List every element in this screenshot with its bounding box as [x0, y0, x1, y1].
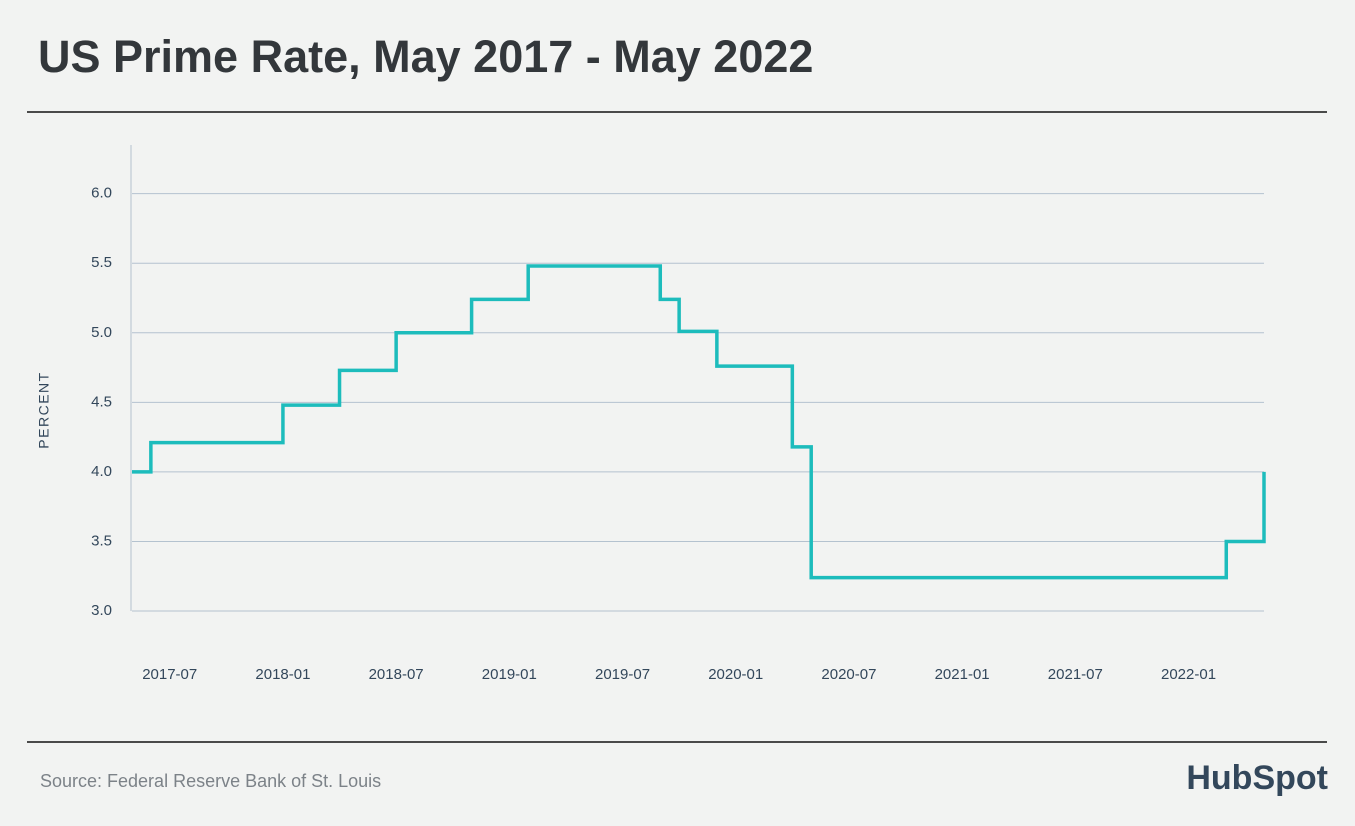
y-tick-label: 4.5 [91, 393, 112, 410]
y-tick-label: 5.5 [91, 254, 112, 271]
chart-title: US Prime Rate, May 2017 - May 2022 [38, 31, 813, 82]
y-tick-label: 3.5 [91, 532, 112, 549]
x-tick-label: 2018-01 [255, 666, 310, 683]
y-tick-label: 6.0 [91, 185, 112, 202]
x-tick-label: 2018-07 [369, 666, 424, 683]
x-tick-label: 2022-01 [1161, 666, 1216, 683]
y-tick-label: 4.0 [91, 463, 112, 480]
source: Source: Federal Reserve Bank of St. Loui… [40, 771, 381, 791]
x-tick-label: 2019-07 [595, 666, 650, 683]
brand-logo: HubSpot [1186, 759, 1328, 797]
y-axis-label: PERCENT [36, 371, 52, 448]
x-tick-label: 2017-07 [142, 666, 197, 683]
rate-line [132, 264, 1266, 580]
x-tick-label: 2021-07 [1048, 666, 1103, 683]
x-tick-label: 2021-01 [935, 666, 990, 683]
y-tick-label: 3.0 [91, 602, 112, 619]
x-tick-label: 2020-07 [821, 666, 876, 683]
x-tick-label: 2019-01 [482, 666, 537, 683]
y-tick-label: 5.0 [91, 324, 112, 341]
x-tick-label: 2020-01 [708, 666, 763, 683]
